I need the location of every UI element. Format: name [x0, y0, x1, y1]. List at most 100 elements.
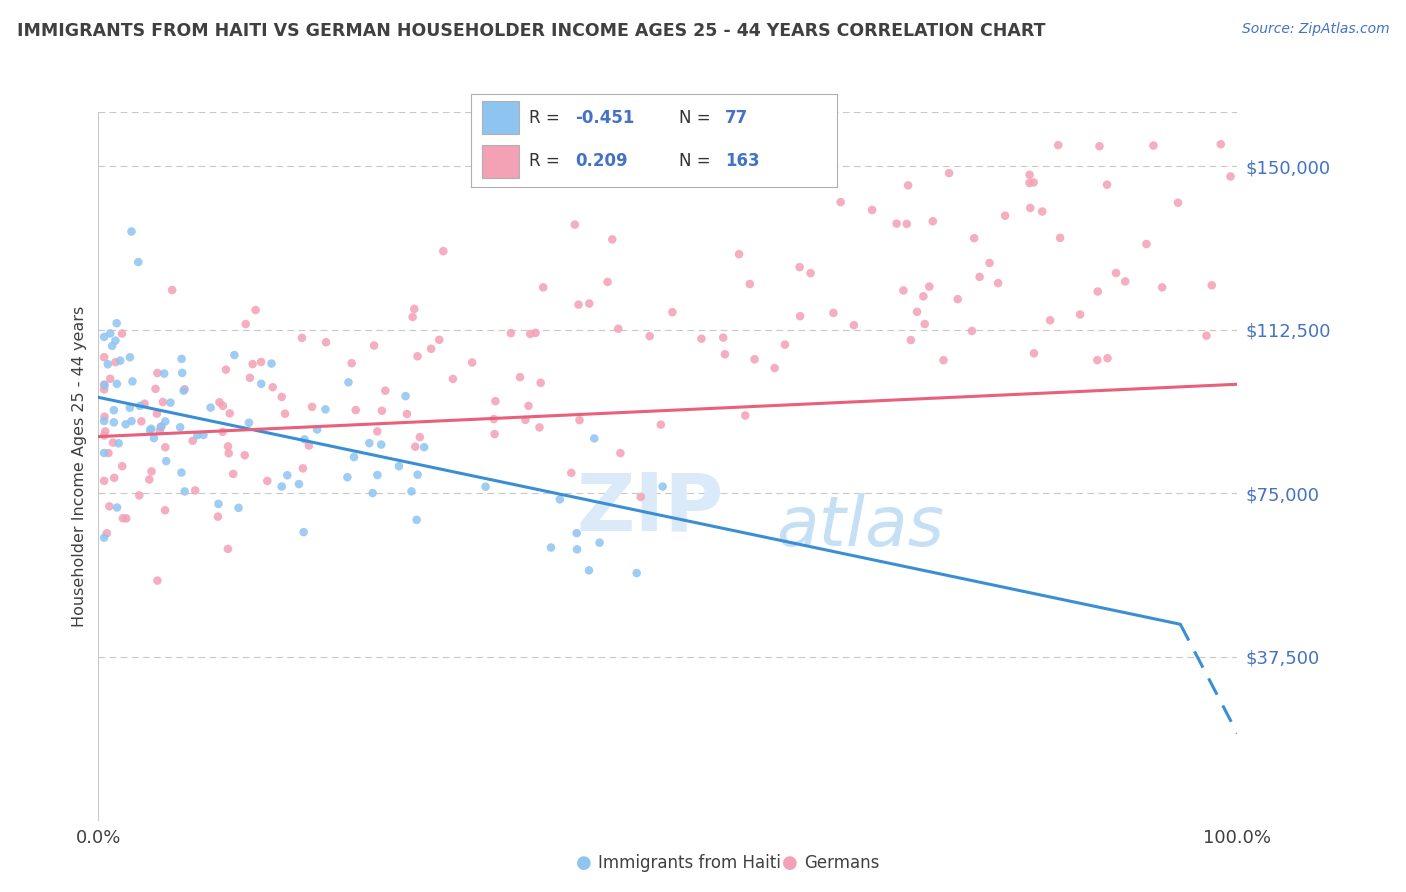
Point — [404, 301, 426, 316]
Point — [314, 402, 336, 417]
Point — [344, 403, 367, 417]
Point — [93, 446, 115, 460]
Point — [141, 422, 163, 436]
Point — [1142, 138, 1164, 153]
Point — [208, 395, 231, 409]
Text: 77: 77 — [725, 109, 748, 127]
Point — [104, 355, 127, 369]
Point — [93, 409, 115, 424]
Point — [121, 375, 143, 389]
Point — [427, 333, 450, 347]
Point — [211, 425, 233, 439]
Point — [235, 317, 257, 331]
Point — [217, 541, 239, 556]
Text: N =: N = — [679, 109, 716, 127]
Point — [141, 464, 163, 478]
Point — [789, 260, 811, 274]
Text: Immigrants from Haiti: Immigrants from Haiti — [598, 855, 780, 872]
Point — [138, 473, 160, 487]
Point — [409, 430, 432, 444]
Point — [1018, 168, 1040, 182]
Point — [728, 247, 751, 261]
Point — [97, 446, 120, 460]
Text: atlas: atlas — [776, 493, 943, 560]
Point — [588, 535, 610, 549]
Text: IMMIGRANTS FROM HAITI VS GERMAN HOUSEHOLDER INCOME AGES 25 - 44 YEARS CORRELATIO: IMMIGRANTS FROM HAITI VS GERMAN HOUSEHOL… — [17, 22, 1046, 40]
Point — [499, 326, 522, 340]
Point — [101, 339, 124, 353]
Point — [107, 436, 129, 450]
Point — [420, 342, 443, 356]
Point — [118, 351, 141, 365]
Point — [98, 500, 121, 514]
Point — [374, 384, 396, 398]
Point — [461, 355, 484, 369]
Point — [291, 331, 314, 345]
Point — [218, 446, 240, 460]
Point — [509, 370, 531, 384]
Point — [690, 332, 713, 346]
Point — [173, 484, 195, 499]
Point — [560, 466, 582, 480]
Point — [1069, 308, 1091, 322]
Point — [146, 574, 169, 588]
Point — [359, 436, 381, 450]
Point — [153, 367, 176, 381]
Point — [218, 406, 240, 420]
Point — [160, 283, 183, 297]
Point — [1039, 313, 1062, 327]
Point — [200, 401, 222, 415]
Point — [1085, 353, 1108, 368]
Point — [173, 384, 195, 398]
Point — [129, 399, 152, 413]
Point — [146, 407, 169, 421]
Point — [105, 376, 128, 391]
Point — [104, 334, 127, 348]
FancyBboxPatch shape — [482, 145, 519, 178]
Point — [256, 474, 278, 488]
Text: Source: ZipAtlas.com: Source: ZipAtlas.com — [1241, 22, 1389, 37]
Point — [128, 488, 150, 502]
Point — [565, 526, 588, 541]
Text: R =: R = — [530, 152, 565, 169]
Point — [149, 424, 172, 438]
Point — [413, 440, 436, 454]
Point — [103, 403, 125, 417]
Point — [626, 566, 648, 580]
Point — [173, 382, 195, 396]
Point — [1018, 176, 1040, 190]
Point — [127, 255, 149, 269]
Point — [405, 513, 427, 527]
Point — [893, 284, 915, 298]
Point — [207, 509, 229, 524]
Point — [307, 423, 329, 437]
Point — [823, 306, 845, 320]
Point — [661, 305, 683, 319]
Point — [565, 542, 588, 557]
Point — [711, 331, 734, 345]
Point — [773, 337, 796, 351]
Point — [134, 397, 156, 411]
Point — [159, 395, 181, 409]
Point — [404, 440, 426, 454]
Point — [519, 326, 541, 341]
Point — [932, 353, 955, 368]
Point — [172, 366, 194, 380]
Point — [181, 434, 204, 448]
Point — [482, 412, 505, 426]
Point — [215, 362, 238, 376]
Point — [145, 382, 167, 396]
Point — [474, 480, 496, 494]
Point — [270, 479, 292, 493]
Point — [170, 351, 193, 366]
Point — [650, 417, 672, 432]
Text: ZIP: ZIP — [576, 469, 724, 548]
Point — [291, 461, 314, 475]
Point — [432, 244, 454, 259]
Point — [531, 280, 554, 294]
Point — [1049, 231, 1071, 245]
Point — [149, 420, 172, 434]
Point — [170, 466, 193, 480]
Point — [103, 471, 125, 485]
Point — [155, 414, 177, 428]
